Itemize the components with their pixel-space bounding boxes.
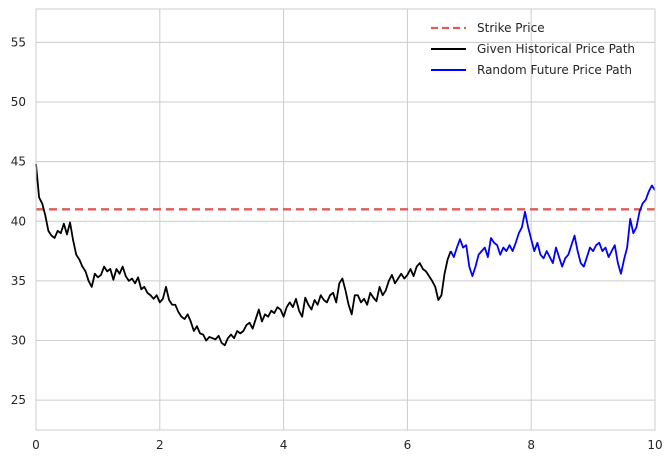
y-tick-labels: 25 30 35 40 45 50 55 [11,35,26,407]
x-tick-label: 8 [527,438,535,452]
x-tick-label: 0 [32,438,40,452]
x-tick-label: 10 [647,438,662,452]
plot-frame [35,8,656,431]
x-tick-label: 2 [156,438,164,452]
legend-label-historical-path: Given Historical Price Path [477,42,635,56]
series-future-price-path [449,184,656,278]
x-tick-labels: 0 2 4 6 8 10 [32,438,662,452]
y-tick-label: 45 [11,155,26,169]
y-tick-label: 50 [11,95,26,109]
y-tick-label: 25 [11,393,26,407]
series-historical-price-path [35,163,452,347]
legend-label-future-path: Random Future Price Path [477,63,632,77]
legend: Strike Price Given Historical Price Path… [431,21,635,77]
y-tick-label: 40 [11,214,26,228]
series-layer [35,163,656,347]
plot-background [36,9,655,430]
y-tick-label: 55 [11,35,26,49]
y-tick-label: 35 [11,274,26,288]
y-tick-label: 30 [11,334,26,348]
x-tick-label: 4 [280,438,288,452]
x-tick-label: 6 [404,438,412,452]
legend-label-strike-price: Strike Price [477,21,545,35]
